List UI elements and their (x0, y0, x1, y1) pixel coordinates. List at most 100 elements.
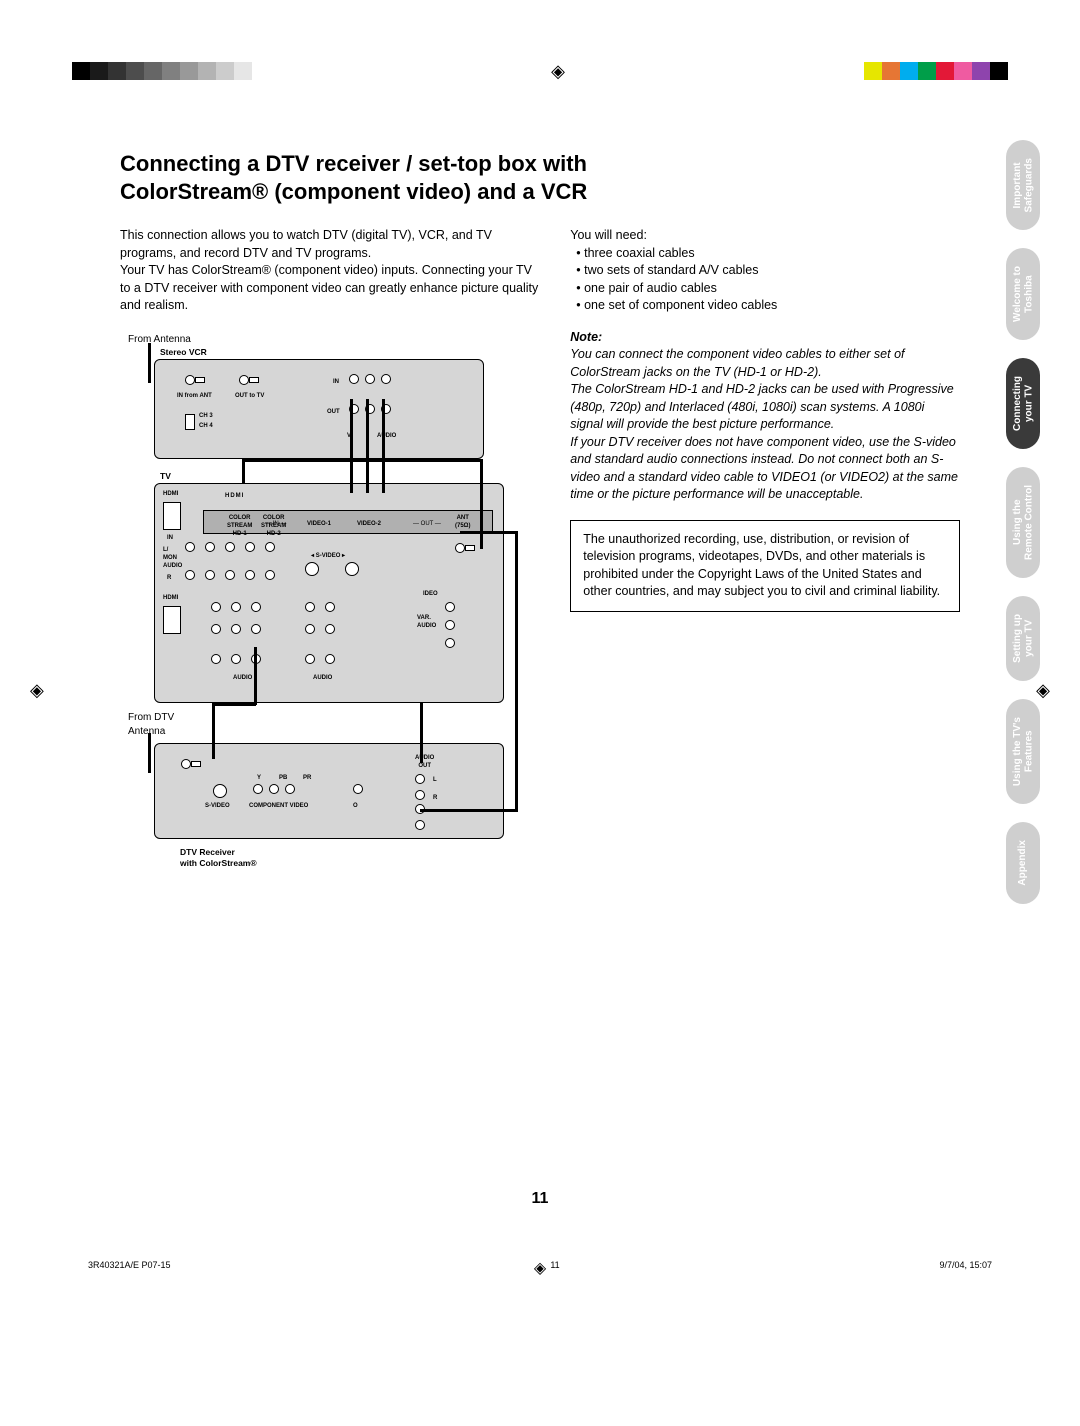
side-tab-6[interactable]: Appendix (1006, 822, 1040, 904)
side-tab-label: Using the TV's Features (1012, 717, 1035, 786)
footer-line: 3R40321A/E P07-15 11 9/7/04, 15:07 (88, 1260, 992, 1270)
note-heading: Note: (570, 329, 960, 347)
label-hdmi-2: HDMI (163, 594, 178, 602)
footer-center: 11 (550, 1260, 559, 1270)
side-tabs: Important Safeguards Welcome to Toshiba Co… (1006, 140, 1040, 904)
title-line-1: Connecting a DTV receiver / set-top box … (120, 151, 587, 176)
needs-item: three coaxial cables (576, 245, 960, 263)
grayscale-swatches (72, 62, 252, 80)
needs-item: two sets of standard A/V cables (576, 262, 960, 280)
side-tab-label: Using the Remote Control (1012, 485, 1035, 560)
side-tab-label: Connecting your TV (1012, 376, 1035, 431)
label-hdmi-1: HDMI (163, 490, 178, 498)
side-tab-label: Welcome to Toshiba (1012, 266, 1035, 322)
intro-paragraph-2: Your TV has ColorStream® (component vide… (120, 262, 542, 315)
label-ideo: IDEO (423, 590, 438, 598)
vcr-channel-switch (185, 414, 195, 430)
device-dtv-receiver: Y PB PR S-VIDEO COMPONENT VIDEO O AUDIO … (154, 743, 504, 839)
side-tab-5[interactable]: Using the TV's Features (1006, 699, 1040, 804)
label-tv: TV (160, 471, 171, 483)
intro-right-column: You will need: three coaxial cablestwo s… (570, 227, 960, 913)
device-vcr: IN from ANT OUT to TV CH 3 CH 4 IN OUT V… (154, 359, 484, 459)
tv-row-1 (185, 542, 275, 552)
vcr-coax-out (239, 374, 261, 386)
title-line-2: ColorStream® (component video) and a VCR (120, 179, 587, 204)
registration-mark-top: ◈ (551, 61, 565, 82)
vcr-in-jacks (349, 374, 391, 384)
tv-row-3 (211, 602, 261, 612)
footer-left: 3R40321A/E P07-15 (88, 1260, 171, 1270)
label-y: Y (257, 774, 261, 782)
label-audio-out: AUDIO OUT (415, 754, 434, 771)
side-tab-4[interactable]: Setting up your TV (1006, 596, 1040, 681)
label-tv-in: IN (167, 534, 173, 542)
tv-row-2 (185, 570, 275, 580)
side-tab-label: Appendix (1017, 840, 1029, 886)
label-cs-hd1: COLOR STREAM HD-1 (227, 514, 252, 539)
dtv-coax-in (181, 758, 203, 770)
label-in-from-ant: IN from ANT (177, 392, 212, 400)
label-vcr-audio: AUDIO (377, 432, 396, 440)
crop-marks-top: ◈ (0, 60, 1080, 82)
device-tv: HDMI IN HDMI COLOR STREAM HD-1 COLOR STR… (154, 483, 504, 703)
label-var-audio: VAR. AUDIO (417, 614, 436, 631)
label-ch3: CH 3 (199, 412, 213, 420)
tv-svideo-row (305, 562, 359, 576)
dtv-audio-out-lower (415, 804, 425, 830)
tv-row-4 (211, 624, 261, 634)
page-number: 11 (0, 1190, 1080, 1208)
dtv-svideo-jack (213, 784, 227, 798)
needs-item: one set of component video cables (576, 297, 960, 315)
label-stereo-vcr: Stereo VCR (160, 347, 207, 359)
dtv-audio-out-upper (415, 774, 425, 800)
tv-out-col (445, 602, 455, 648)
tv-row-8 (305, 654, 335, 664)
label-vcr-out: OUT (327, 408, 340, 416)
hdmi-logo: HDMI (225, 492, 244, 500)
label-dtv-svideo: S-VIDEO (205, 802, 230, 810)
side-tab-0[interactable]: Important Safeguards (1006, 140, 1040, 230)
label-component-video: COMPONENT VIDEO (249, 802, 308, 810)
side-tab-1[interactable]: Welcome to Toshiba (1006, 248, 1040, 340)
intro-columns: This connection allows you to watch DTV … (120, 227, 960, 913)
tv-row-5 (305, 602, 335, 612)
needs-list: three coaxial cablestwo sets of standard… (570, 245, 960, 315)
needs-heading: You will need: (570, 227, 960, 245)
label-video1: VIDEO-1 (307, 520, 331, 528)
label-from-dtv-antenna: From DTV Antenna (128, 711, 174, 739)
tv-ant-coax (455, 542, 477, 554)
label-out-to-tv: OUT to TV (235, 392, 264, 400)
label-r: R (167, 574, 171, 582)
registration-mark-left: ◈ (30, 680, 44, 701)
hdmi-port-2 (163, 606, 181, 634)
label-lmon: L/ MON (163, 546, 177, 563)
side-tab-3[interactable]: Using the Remote Control (1006, 467, 1040, 578)
copyright-warning-box: The unauthorized recording, use, distrib… (570, 520, 960, 612)
side-tab-label: Setting up your TV (1012, 614, 1035, 663)
footer-right: 9/7/04, 15:07 (939, 1260, 992, 1270)
page-content: Connecting a DTV receiver / set-top box … (120, 150, 960, 913)
tv-row-6 (305, 624, 335, 634)
warning-text: The unauthorized recording, use, distrib… (583, 532, 940, 599)
color-swatches (864, 62, 1008, 80)
dtv-video-out-jack (353, 784, 363, 794)
label-dtv-receiver: DTV Receiver with ColorStream® (180, 847, 257, 871)
needs-item: one pair of audio cables (576, 280, 960, 298)
wiring-diagram: From Antenna Stereo VCR IN from ANT OUT … (120, 333, 520, 913)
note-body: You can connect the component video cabl… (570, 346, 960, 504)
page-title: Connecting a DTV receiver / set-top box … (120, 150, 960, 205)
intro-left-column: This connection allows you to watch DTV … (120, 227, 542, 913)
intro-paragraph-1: This connection allows you to watch DTV … (120, 227, 542, 262)
side-tab-2[interactable]: Connecting your TV (1006, 358, 1040, 449)
side-tab-label: Important Safeguards (1012, 158, 1035, 212)
label-vcr-in: IN (333, 378, 339, 386)
label-video2: VIDEO-2 (357, 520, 381, 528)
label-ant: ANT (75Ω) (455, 514, 470, 531)
vcr-coax-in (185, 374, 207, 386)
label-ch4: CH 4 (199, 422, 213, 430)
label-pb: PB (279, 774, 287, 782)
hdmi-port-1 (163, 502, 181, 530)
label-pr: PR (303, 774, 311, 782)
dtv-component-jacks (253, 784, 295, 794)
label-from-antenna: From Antenna (128, 333, 191, 347)
